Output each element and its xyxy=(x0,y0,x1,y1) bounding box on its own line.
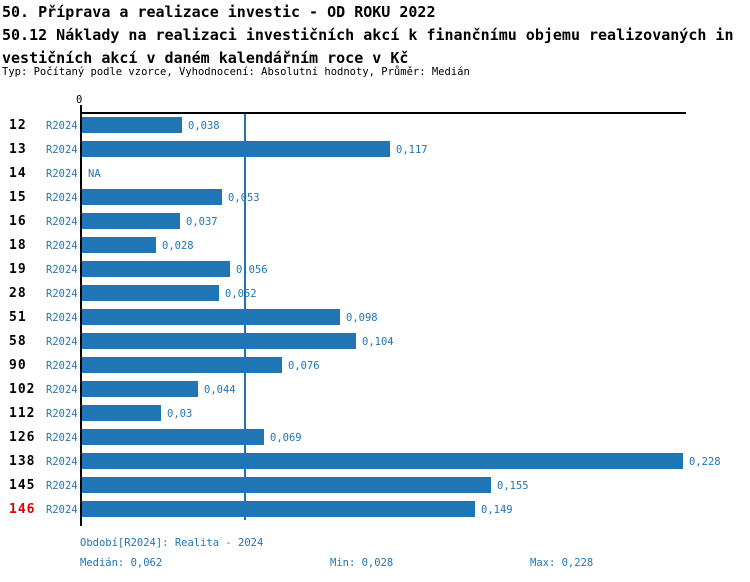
bar xyxy=(82,453,683,469)
x-axis-line xyxy=(80,112,686,114)
report-meta-line: Typ: Počítaný podle vzorce, Vyhodnocení:… xyxy=(2,66,470,78)
row-series-label: R2024 xyxy=(46,264,78,276)
bar xyxy=(82,237,156,253)
row-series-label: R2024 xyxy=(46,384,78,396)
row-category-label: 146 xyxy=(9,502,36,517)
row-category-label: 58 xyxy=(9,334,27,349)
row-value-label: 0,069 xyxy=(270,432,302,444)
chart-row: 102 R2024 0,044 xyxy=(0,378,750,402)
row-category-label: 14 xyxy=(9,166,27,181)
bar xyxy=(82,477,491,493)
chart-row: 16 R2024 0,037 xyxy=(0,210,750,234)
chart-row: 126 R2024 0,069 xyxy=(0,426,750,450)
row-category-label: 19 xyxy=(9,262,27,277)
chart-row: 19 R2024 0,056 xyxy=(0,258,750,282)
row-category-label: 13 xyxy=(9,142,27,157)
row-series-label: R2024 xyxy=(46,144,78,156)
row-value-label: 0,037 xyxy=(186,216,218,228)
row-category-label: 112 xyxy=(9,406,36,421)
row-category-label: 18 xyxy=(9,238,27,253)
bar xyxy=(82,405,161,421)
row-value-label: 0,149 xyxy=(481,504,513,516)
report-title-line1: 50. Příprava a realizace investic - OD R… xyxy=(2,3,436,21)
x-axis-zero-tick-label: 0 xyxy=(76,94,83,106)
bar xyxy=(82,381,198,397)
row-series-label: R2024 xyxy=(46,168,78,180)
row-category-label: 138 xyxy=(9,454,36,469)
row-category-label: 126 xyxy=(9,430,36,445)
x-axis-zero-tick xyxy=(80,105,82,112)
chart-row: 145 R2024 0,155 xyxy=(0,474,750,498)
row-series-label: R2024 xyxy=(46,312,78,324)
chart-row: 90 R2024 0,076 xyxy=(0,354,750,378)
row-series-label: R2024 xyxy=(46,120,78,132)
footer-period: Období[R2024]: Realita - 2024 xyxy=(80,537,264,549)
row-category-label: 16 xyxy=(9,214,27,229)
row-category-label: 90 xyxy=(9,358,27,373)
chart-row: 138 R2024 0,228 xyxy=(0,450,750,474)
bar xyxy=(82,261,230,277)
bar xyxy=(82,309,340,325)
chart-row: 58 R2024 0,104 xyxy=(0,330,750,354)
bar xyxy=(82,117,182,133)
row-series-label: R2024 xyxy=(46,456,78,468)
bar xyxy=(82,333,356,349)
footer-max: Max: 0,228 xyxy=(530,557,594,569)
row-category-label: 51 xyxy=(9,310,27,325)
row-category-label: 28 xyxy=(9,286,27,301)
chart-row: 146 R2024 0,149 xyxy=(0,498,750,522)
row-value-label: 0,044 xyxy=(204,384,236,396)
bar xyxy=(82,429,264,445)
row-value-label: 0,038 xyxy=(188,120,220,132)
y-axis-line xyxy=(80,112,82,526)
chart-row: 15 R2024 0,053 xyxy=(0,186,750,210)
chart-row: 14 R2024 NA xyxy=(0,162,750,186)
bar xyxy=(82,501,475,517)
row-series-label: R2024 xyxy=(46,192,78,204)
chart-row: 112 R2024 0,03 xyxy=(0,402,750,426)
row-series-label: R2024 xyxy=(46,360,78,372)
report-title-line3: vestičních akcí v daném kalendářním roce… xyxy=(2,49,409,67)
row-series-label: R2024 xyxy=(46,216,78,228)
row-value-label: 0,03 xyxy=(167,408,193,420)
chart-row: 13 R2024 0,117 xyxy=(0,138,750,162)
row-category-label: 102 xyxy=(9,382,36,397)
bar xyxy=(82,141,390,157)
chart-row: 12 R2024 0,038 xyxy=(0,114,750,138)
row-value-label: 0,155 xyxy=(497,480,529,492)
row-category-label: 15 xyxy=(9,190,27,205)
bar xyxy=(82,213,180,229)
row-series-label: R2024 xyxy=(46,504,78,516)
row-category-label: 145 xyxy=(9,478,36,493)
row-series-label: R2024 xyxy=(46,336,78,348)
row-category-label: 12 xyxy=(9,118,27,133)
chart-row: 18 R2024 0,028 xyxy=(0,234,750,258)
footer-median: Medián: 0,062 xyxy=(80,557,163,569)
row-value-label: 0,052 xyxy=(225,288,257,300)
row-series-label: R2024 xyxy=(46,480,78,492)
chart-row: 51 R2024 0,098 xyxy=(0,306,750,330)
row-value-label: 0,228 xyxy=(689,456,721,468)
row-value-label: 0,117 xyxy=(396,144,428,156)
row-series-label: R2024 xyxy=(46,432,78,444)
row-series-label: R2024 xyxy=(46,240,78,252)
footer-min: Min: 0,028 xyxy=(330,557,394,569)
row-value-label: 0,076 xyxy=(288,360,320,372)
row-value-label: 0,053 xyxy=(228,192,260,204)
bar xyxy=(82,357,282,373)
row-value-label: 0,098 xyxy=(346,312,378,324)
row-value-label: 0,056 xyxy=(236,264,268,276)
row-value-label: 0,104 xyxy=(362,336,394,348)
row-series-label: R2024 xyxy=(46,408,78,420)
row-value-label: 0,028 xyxy=(162,240,194,252)
bar xyxy=(82,189,222,205)
report-title-line2: 50.12 Náklady na realizaci investičních … xyxy=(2,26,734,44)
chart-row: 28 R2024 0,052 xyxy=(0,282,750,306)
row-series-label: R2024 xyxy=(46,288,78,300)
bar-chart: 12 R2024 0,038 13 R2024 0,117 14 R2024 NA 15 R2024… xyxy=(0,114,750,522)
row-value-label: NA xyxy=(88,168,101,180)
bar xyxy=(82,285,219,301)
